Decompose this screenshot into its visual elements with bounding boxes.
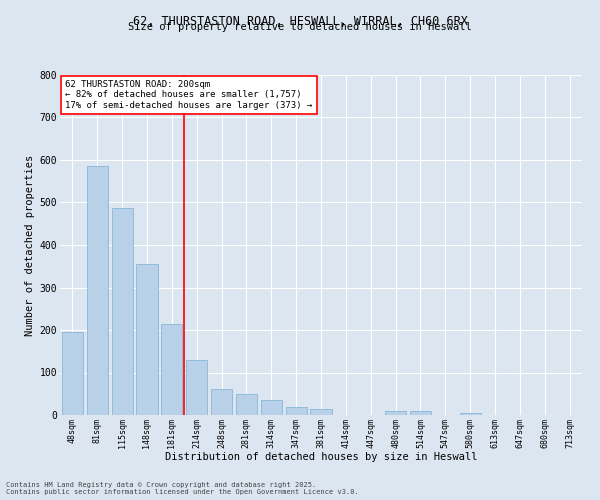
Bar	[236, 394, 257, 415]
Bar	[87, 166, 108, 415]
Bar	[161, 324, 182, 415]
Text: Contains public sector information licensed under the Open Government Licence v3: Contains public sector information licen…	[6, 489, 359, 495]
Bar	[286, 406, 307, 415]
Text: Contains HM Land Registry data © Crown copyright and database right 2025.: Contains HM Land Registry data © Crown c…	[6, 482, 316, 488]
Bar	[385, 411, 406, 415]
Bar	[410, 411, 431, 415]
Bar	[186, 360, 207, 415]
Y-axis label: Number of detached properties: Number of detached properties	[25, 154, 35, 336]
Bar	[310, 408, 332, 415]
Bar	[112, 208, 133, 415]
Bar	[62, 332, 83, 415]
Bar	[460, 413, 481, 415]
Text: 62, THURSTASTON ROAD, HESWALL, WIRRAL, CH60 6RX: 62, THURSTASTON ROAD, HESWALL, WIRRAL, C…	[133, 15, 467, 28]
X-axis label: Distribution of detached houses by size in Heswall: Distribution of detached houses by size …	[165, 452, 477, 462]
Bar	[136, 264, 158, 415]
Text: Size of property relative to detached houses in Heswall: Size of property relative to detached ho…	[128, 22, 472, 32]
Bar	[211, 388, 232, 415]
Bar	[261, 400, 282, 415]
Text: 62 THURSTASTON ROAD: 200sqm
← 82% of detached houses are smaller (1,757)
17% of : 62 THURSTASTON ROAD: 200sqm ← 82% of det…	[65, 80, 313, 110]
